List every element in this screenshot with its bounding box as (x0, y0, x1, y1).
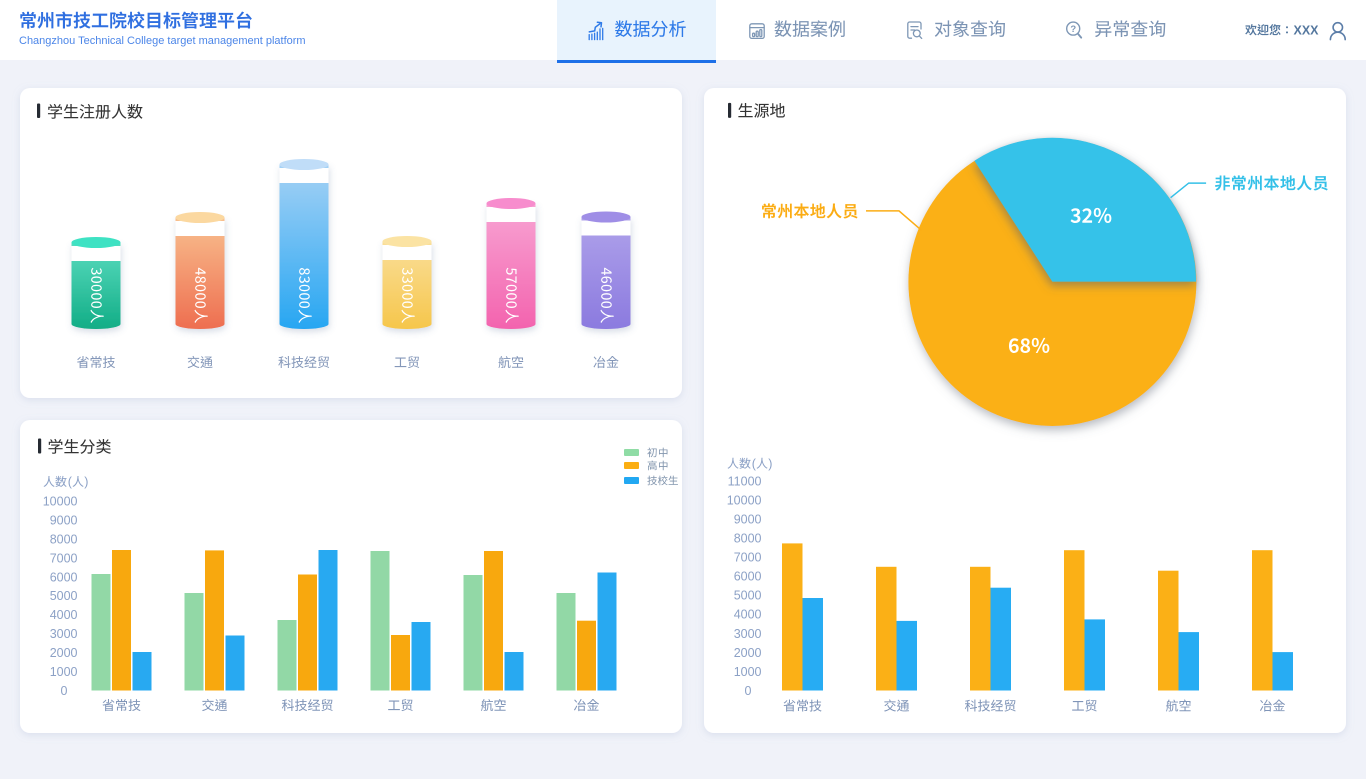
svg-text:8000: 8000 (734, 532, 762, 546)
svg-text:9000: 9000 (734, 512, 762, 526)
svg-text:Changzhou Technical College ta: Changzhou Technical College target manag… (19, 35, 306, 47)
svg-text:(: ( (68, 475, 73, 489)
svg-text:XXX: XXX (1294, 23, 1320, 37)
svg-text:2000: 2000 (734, 646, 762, 660)
svg-text:?: ? (1070, 24, 1076, 35)
svg-text:1000: 1000 (50, 665, 78, 679)
svg-text:5000: 5000 (734, 589, 762, 603)
svg-text:): ) (768, 457, 772, 471)
svg-text:10000: 10000 (727, 493, 762, 507)
svg-text:3000: 3000 (50, 627, 78, 641)
svg-text:3000: 3000 (734, 627, 762, 641)
svg-text:6000: 6000 (50, 570, 78, 584)
svg-text:7000: 7000 (734, 551, 762, 565)
svg-text:10000: 10000 (43, 495, 78, 509)
svg-text:8000: 8000 (50, 532, 78, 546)
svg-text:6000: 6000 (734, 570, 762, 584)
svg-text:9000: 9000 (50, 513, 78, 527)
svg-text:0: 0 (745, 684, 752, 698)
svg-text:7000: 7000 (50, 551, 78, 565)
svg-text:11000: 11000 (728, 474, 762, 488)
svg-text:4000: 4000 (734, 608, 762, 622)
svg-text:2000: 2000 (50, 646, 78, 660)
svg-text:4000: 4000 (50, 608, 78, 622)
svg-text:(: ( (752, 457, 757, 471)
svg-text:1000: 1000 (734, 665, 762, 679)
svg-text:): ) (84, 475, 88, 489)
svg-text:5000: 5000 (50, 589, 78, 603)
svg-text:0: 0 (61, 684, 68, 698)
